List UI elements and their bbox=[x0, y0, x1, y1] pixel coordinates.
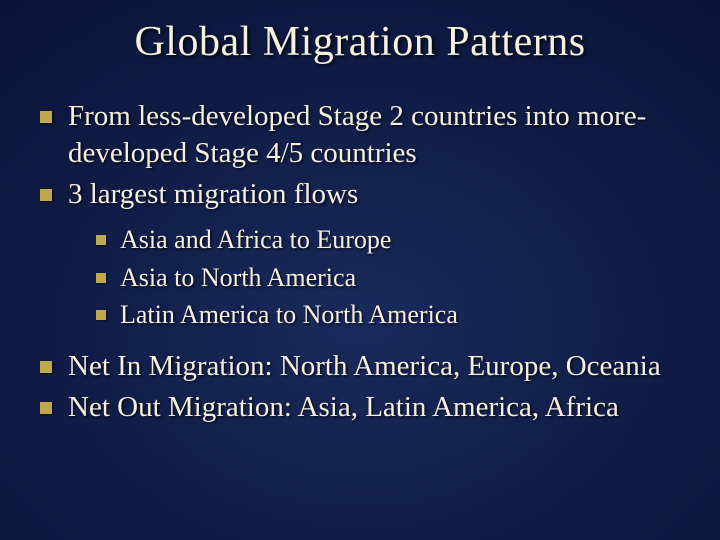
list-item: Net In Migration: North America, Europe,… bbox=[34, 348, 690, 385]
bullet-list-top: From less-developed Stage 2 countries in… bbox=[34, 98, 690, 213]
list-item: Asia to North America bbox=[90, 261, 690, 295]
bullet-list-sub: Asia and Africa to Europe Asia to North … bbox=[90, 223, 690, 332]
page-title: Global Migration Patterns bbox=[30, 18, 690, 66]
list-item: Latin America to North America bbox=[90, 298, 690, 332]
slide: Global Migration Patterns From less-deve… bbox=[0, 0, 720, 540]
bullet-list-bottom: Net In Migration: North America, Europe,… bbox=[34, 348, 690, 426]
list-item: 3 largest migration flows bbox=[34, 176, 690, 213]
list-item: Asia and Africa to Europe bbox=[90, 223, 690, 257]
list-item: Net Out Migration: Asia, Latin America, … bbox=[34, 389, 690, 426]
list-item: From less-developed Stage 2 countries in… bbox=[34, 98, 690, 172]
